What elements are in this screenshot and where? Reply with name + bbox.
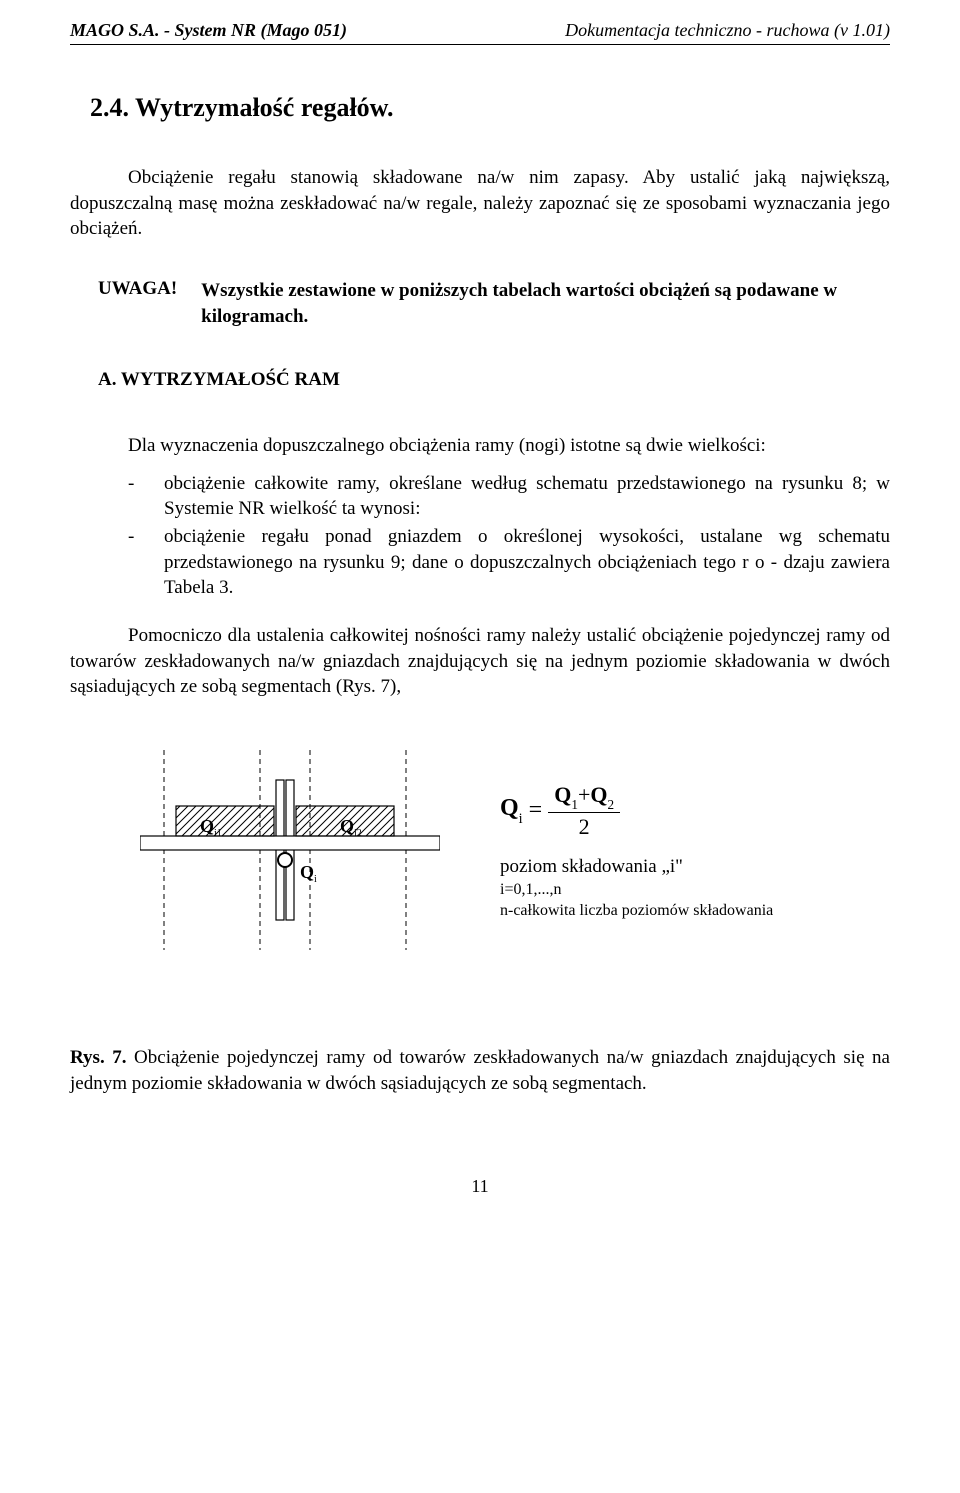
eq-den: 2 — [579, 813, 590, 838]
bullet-list: obciążenie całkowite ramy, określane wed… — [128, 471, 890, 601]
section-number: 2.4. — [90, 93, 129, 122]
eq-num-left-sym: Q — [554, 782, 571, 807]
equation-main: Qi = Q1+Q2 2 — [500, 783, 890, 838]
eq-lhs-sub: i — [519, 811, 523, 827]
rack-diagram: Q i1 Q i2 Q i — [140, 750, 440, 955]
intro-paragraph: Obciążenie regału stanowią składowane na… — [70, 165, 890, 242]
eq-num-right-sym: Q — [590, 782, 607, 807]
section-title: 2.4. Wytrzymałość regałów. — [90, 93, 890, 123]
caption-text: Obciążenie pojedynczej ramy od towarów z… — [70, 1047, 890, 1094]
intro-text: Obciążenie regału stanowią składowane na… — [70, 167, 890, 239]
eq-num-left-sub: 1 — [571, 797, 578, 812]
svg-text:i2: i2 — [354, 828, 362, 839]
warning-text: Wszystkie zestawione w poniższych tabela… — [201, 278, 880, 329]
header-left: MAGO S.A. - System NR (Mago 051) — [70, 20, 347, 41]
warning-label: UWAGA! — [98, 278, 177, 329]
svg-text:i1: i1 — [214, 828, 222, 839]
eq-fraction: Q1+Q2 2 — [548, 783, 620, 838]
eq-lhs-sym: Q — [500, 795, 519, 821]
eq-small-2: n-całkowita liczba poziomów składowania — [500, 901, 890, 922]
section-title-text: Wytrzymałość regałów. — [135, 93, 394, 122]
header-right: Dokumentacja techniczno - ruchowa (v 1.0… — [565, 20, 890, 41]
body2-text: Pomocniczo dla ustalenia całkowitej nośn… — [70, 625, 890, 697]
equation-block: Qi = Q1+Q2 2 poziom składowania „i" i=0,… — [500, 783, 890, 922]
figure-row: Q i1 Q i2 Q i Qi = Q1+Q2 2 poziom składo… — [140, 750, 890, 955]
svg-text:Q: Q — [340, 816, 354, 836]
eq-small-1: i=0,1,...,n — [500, 880, 890, 901]
subsection-title: A. WYTRZYMAŁOŚĆ RAM — [98, 369, 890, 391]
eq-label: poziom składowania „i" — [500, 856, 890, 878]
page-number: 11 — [70, 1176, 890, 1197]
svg-text:Q: Q — [300, 862, 314, 882]
warning-block: UWAGA! Wszystkie zestawione w poniższych… — [98, 278, 880, 329]
list-item: obciążenie regału ponad gniazdem o okreś… — [128, 524, 890, 601]
caption-label: Rys. 7. — [70, 1047, 127, 1068]
eq-plus: + — [578, 782, 590, 807]
list-item: obciążenie całkowite ramy, określane wed… — [128, 471, 890, 522]
page-header: MAGO S.A. - System NR (Mago 051) Dokumen… — [70, 20, 890, 45]
eq-equals: = — [529, 797, 543, 824]
body-paragraph-2: Pomocniczo dla ustalenia całkowitej nośn… — [70, 623, 890, 700]
svg-text:Q: Q — [200, 816, 214, 836]
svg-text:i: i — [314, 874, 317, 885]
eq-num-right-sub: 2 — [607, 797, 614, 812]
figure-caption: Rys. 7. Obciążenie pojedynczej ramy od t… — [70, 1045, 890, 1096]
body-paragraph-1: Dla wyznaczenia dopuszczalnego obciążeni… — [70, 433, 890, 459]
body1-text: Dla wyznaczenia dopuszczalnego obciążeni… — [128, 435, 766, 456]
